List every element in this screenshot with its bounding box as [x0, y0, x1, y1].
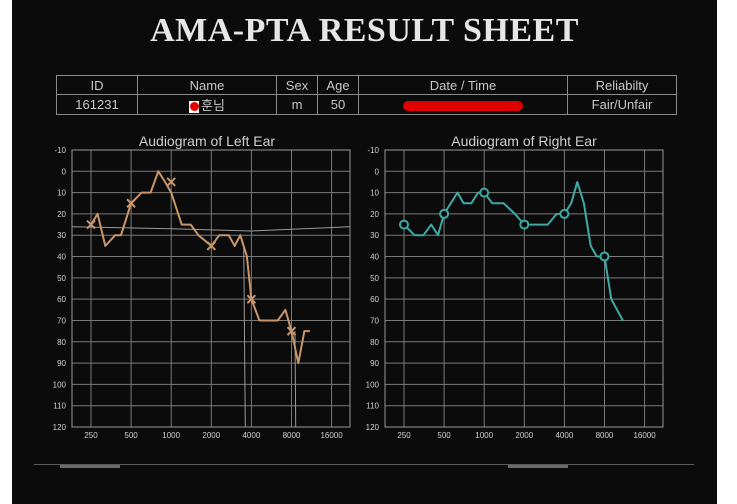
y-tick-label: 70 — [370, 316, 379, 325]
plot-frame — [71, 149, 351, 428]
y-tick-label: 0 — [375, 167, 380, 176]
value-name: 훈님 — [201, 98, 225, 113]
y-tick-label: 120 — [53, 423, 67, 432]
y-tick-label: 80 — [370, 338, 379, 347]
y-tick-label: 60 — [57, 295, 66, 304]
x-tick-label: 500 — [437, 431, 451, 440]
marker-o — [399, 219, 410, 230]
patient-info-table: ID Name Sex Age Date / Time Reliabilty 1… — [56, 75, 677, 115]
x-tick-label: 16000 — [320, 431, 343, 440]
y-tick-label: 40 — [57, 253, 66, 262]
y-tick-label: 30 — [370, 231, 379, 240]
x-tick-label: 4000 — [242, 431, 260, 440]
value-sex: m — [276, 94, 318, 115]
y-tick-label: 20 — [57, 210, 66, 219]
bottom-divider — [34, 464, 694, 465]
x-tick-label: 2000 — [202, 431, 220, 440]
marker-x — [166, 177, 176, 187]
x-tick-label: 1000 — [475, 431, 493, 440]
value-id: 161231 — [56, 94, 138, 115]
date-redaction-mark — [403, 100, 523, 111]
x-tick-label: 2000 — [515, 431, 533, 440]
y-tick-label: -10 — [367, 146, 379, 155]
y-tick-label: 80 — [57, 338, 66, 347]
marker-o — [519, 219, 530, 230]
x-tick-label: 500 — [124, 431, 138, 440]
x-tick-label: 8000 — [596, 431, 614, 440]
y-tick-label: 10 — [370, 189, 379, 198]
audiogram-right: Audiogram of Right Ear -10 0 10 20 30 40 50 60 70… — [366, 133, 664, 440]
x-tick-label: 250 — [84, 431, 98, 440]
marker-x — [86, 219, 96, 230]
bottom-stub-left — [60, 465, 120, 468]
series-line-right — [403, 181, 624, 321]
marker-x — [246, 294, 257, 304]
chart-title-left: Audiogram of Left Ear — [139, 133, 276, 149]
bottom-stub-right — [508, 465, 568, 468]
series-line-left — [90, 170, 310, 365]
y-tick-label: 40 — [370, 253, 379, 262]
sheet-title: AMA-PTA RESULT SHEET — [150, 12, 579, 49]
audiogram-left: Audiogram of Left Ear -10 0 10 20 30 40 50 60 70 8… — [53, 133, 351, 440]
y-tick-label: 110 — [366, 402, 379, 411]
y-tick-label: 90 — [57, 359, 66, 368]
stray-line — [71, 226, 351, 232]
marker-x — [126, 198, 136, 208]
x-tick-label: 1000 — [162, 431, 180, 440]
x-tick-label: 16000 — [633, 431, 656, 440]
marker-o — [599, 251, 610, 262]
info-header-row: ID Name Sex Age Date / Time Reliabilty — [56, 75, 677, 95]
y-tick-label: 10 — [57, 189, 66, 198]
marker-x — [206, 241, 216, 251]
info-value-row: 161231 훈님 m 50 Fair/Unfair — [56, 94, 677, 115]
y-tick-label: 100 — [53, 380, 67, 389]
y-tick-label: 60 — [370, 295, 379, 304]
y-tick-label: 70 — [57, 316, 66, 325]
y-tick-label: 100 — [366, 380, 380, 389]
stray-line — [243, 245, 246, 428]
marker-o — [559, 208, 570, 219]
x-tick-label: 8000 — [283, 431, 301, 440]
value-name-cell: 훈님 — [137, 94, 277, 115]
marker-o — [479, 187, 490, 198]
y-tick-label: 20 — [370, 210, 379, 219]
y-tick-label: 0 — [62, 167, 67, 176]
result-sheet: AMA-PTA RESULT SHEET ID Name Sex Age Dat… — [12, 0, 717, 504]
y-tick-label: 120 — [366, 423, 380, 432]
y-tick-label: 50 — [370, 274, 379, 283]
audiogram-charts: Audiogram of Left Ear -10 0 10 20 30 40 50 60 70 8… — [53, 133, 664, 440]
marker-x — [286, 326, 297, 336]
chart-title-right: Audiogram of Right Ear — [451, 133, 597, 149]
marker-o — [439, 208, 450, 219]
x-tick-label: 250 — [397, 431, 411, 440]
header-date-time: Date / Time — [358, 75, 568, 95]
y-tick-label: 90 — [370, 359, 379, 368]
plot-frame — [384, 149, 664, 428]
y-tick-label: 50 — [57, 274, 66, 283]
y-tick-label: 30 — [57, 231, 66, 240]
value-reliability: Fair/Unfair — [567, 94, 677, 115]
y-tick-label: 110 — [53, 402, 66, 411]
y-tick-label: -10 — [54, 146, 66, 155]
x-tick-label: 4000 — [555, 431, 573, 440]
name-redaction-mark — [189, 100, 200, 113]
